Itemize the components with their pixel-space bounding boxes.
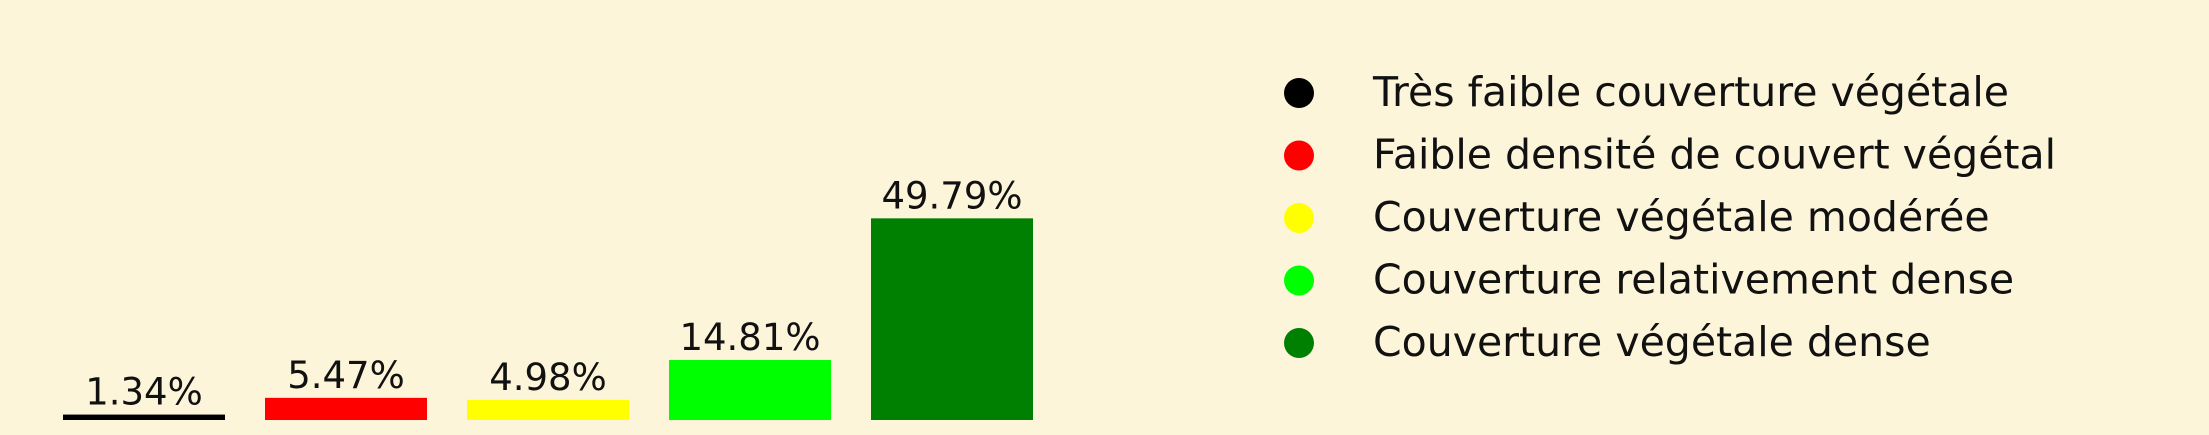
legend-label-5: Couverture végétale dense	[1373, 318, 1931, 366]
bar-value-label-2: 5.47%	[287, 354, 405, 397]
bar-2	[265, 397, 427, 420]
legend-label-4: Couverture relativement dense	[1373, 256, 2014, 304]
bar-value-label-3: 4.98%	[489, 356, 607, 399]
bar-value-label-1: 1.34%	[85, 371, 203, 414]
bar-value-label-5: 49.79%	[881, 174, 1022, 217]
bar-1	[63, 414, 225, 420]
legend: Très faible couverture végétale Faible de…	[1284, 68, 2056, 366]
bar-3	[467, 399, 629, 420]
bar-4	[669, 360, 831, 420]
legend-marker-1	[1284, 78, 1314, 108]
bars-group	[63, 218, 1033, 420]
bar-value-labels: 1.34% 5.47% 4.98% 14.81% 49.79%	[85, 174, 1022, 413]
bar-5	[871, 218, 1033, 420]
legend-label-3: Couverture végétale modérée	[1373, 193, 1990, 241]
legend-marker-5	[1284, 328, 1314, 358]
bar-value-label-4: 14.81%	[679, 316, 820, 359]
legend-marker-3	[1284, 203, 1314, 233]
legend-label-2: Faible densité de couvert végétal	[1373, 131, 2056, 179]
legend-marker-4	[1284, 265, 1314, 296]
legend-marker-2	[1284, 140, 1314, 171]
legend-label-1: Très faible couverture végétale	[1372, 68, 2009, 116]
